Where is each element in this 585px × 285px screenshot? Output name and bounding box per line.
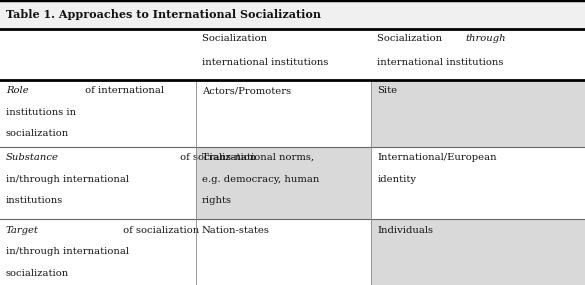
Text: International/European: International/European	[377, 153, 497, 162]
Text: of international: of international	[82, 86, 164, 95]
Text: Target: Target	[6, 226, 39, 235]
Text: of socialization: of socialization	[177, 153, 257, 162]
Text: Site: Site	[377, 86, 397, 95]
Text: international institutions: international institutions	[202, 58, 328, 67]
Text: Socialization: Socialization	[377, 34, 446, 43]
Text: Substance: Substance	[6, 153, 59, 162]
Text: identity: identity	[377, 175, 417, 184]
Text: Individuals: Individuals	[377, 226, 433, 235]
Text: international institutions: international institutions	[377, 58, 504, 67]
Bar	[196, 147, 371, 219]
Text: in/through international: in/through international	[6, 175, 129, 184]
Text: Socialization: Socialization	[202, 34, 270, 43]
Text: of socialization: of socialization	[120, 226, 199, 235]
Text: Role: Role	[6, 86, 29, 95]
Text: institutions: institutions	[6, 196, 63, 205]
Text: socialization: socialization	[6, 269, 69, 278]
Text: Actors/Promoters: Actors/Promoters	[202, 86, 291, 95]
Text: socialization: socialization	[6, 129, 69, 139]
Text: Nation-states: Nation-states	[202, 226, 270, 235]
Bar	[371, 219, 585, 285]
Text: Trans-national norms,: Trans-national norms,	[202, 153, 314, 162]
Text: e.g. democracy, human: e.g. democracy, human	[202, 175, 319, 184]
Bar	[0, 0, 585, 28]
Text: in/through international: in/through international	[6, 247, 129, 256]
Bar	[371, 80, 585, 147]
Text: Table 1. Approaches to International Socialization: Table 1. Approaches to International Soc…	[6, 9, 321, 20]
Text: through: through	[465, 34, 505, 43]
Text: institutions in: institutions in	[6, 108, 76, 117]
Text: rights: rights	[202, 196, 232, 205]
